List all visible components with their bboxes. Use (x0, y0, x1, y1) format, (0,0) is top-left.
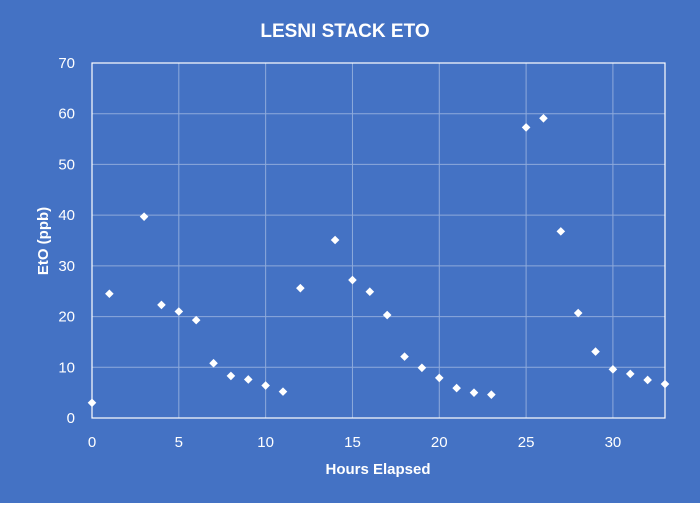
data-point (434, 373, 444, 383)
data-point (139, 212, 149, 221)
x-tick-label: 20 (431, 434, 448, 451)
x-tick-label: 30 (605, 434, 622, 451)
x-tick-label: 15 (344, 434, 361, 451)
data-point (191, 315, 201, 325)
x-tick-label: 0 (88, 434, 96, 451)
data-point (278, 387, 288, 396)
data-point (157, 300, 166, 310)
data-point (330, 235, 340, 245)
x-axis-label: Hours Elapsed (325, 461, 430, 478)
data-point (625, 369, 635, 379)
chart-title: LESNI STACK ETO (260, 21, 429, 42)
y-tick-label: 30 (58, 258, 75, 275)
data-points (87, 113, 670, 408)
x-axis-ticks: 0 5 10 15 20 25 30 (88, 434, 621, 451)
data-point (365, 287, 375, 297)
data-point (452, 383, 461, 393)
x-tick-label: 25 (518, 434, 535, 451)
y-tick-label: 10 (58, 359, 75, 376)
y-axis-label: EtO (ppb) (35, 207, 52, 275)
y-tick-label: 20 (58, 309, 75, 326)
data-point (209, 358, 218, 368)
data-point (105, 289, 114, 299)
data-point (608, 365, 618, 374)
y-tick-label: 40 (58, 207, 75, 224)
data-point (174, 307, 184, 316)
data-point (417, 363, 427, 373)
data-point (521, 123, 531, 132)
y-tick-label: 0 (67, 410, 75, 427)
data-point (226, 371, 236, 381)
data-point (539, 113, 548, 123)
data-point (487, 390, 496, 399)
data-point (296, 283, 305, 293)
data-point (382, 310, 392, 320)
y-tick-label: 50 (58, 156, 75, 173)
data-point (87, 398, 97, 408)
plot-area-border (91, 62, 666, 419)
y-tick-label: 60 (58, 106, 75, 123)
data-point (400, 352, 409, 361)
y-axis-ticks: 0 10 20 30 40 50 60 70 (58, 55, 75, 427)
x-tick-label: 10 (257, 434, 274, 451)
data-point (261, 381, 270, 390)
grid-lines (91, 62, 665, 419)
data-point (469, 388, 479, 397)
data-point (660, 379, 670, 389)
data-point (643, 375, 652, 385)
data-point (591, 347, 600, 356)
y-tick-label: 70 (58, 55, 75, 72)
x-tick-label: 5 (175, 434, 183, 451)
data-point (243, 375, 253, 384)
data-point (573, 308, 583, 318)
data-point (556, 227, 566, 236)
data-point (348, 275, 357, 285)
